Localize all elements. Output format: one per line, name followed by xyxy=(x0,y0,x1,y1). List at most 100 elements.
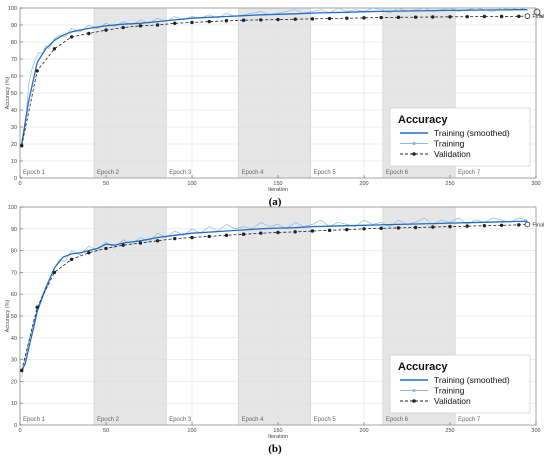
epoch-label: Epoch 1 xyxy=(23,170,46,176)
validation-point xyxy=(52,270,57,275)
caption-b: (b) xyxy=(268,443,282,455)
x-tick-label: 100 xyxy=(187,181,196,187)
validation-point xyxy=(69,257,74,262)
validation-point xyxy=(207,19,211,24)
epoch-label: Epoch 6 xyxy=(386,417,409,423)
x-tick-label: 100 xyxy=(187,428,196,434)
y-tick-label: 50 xyxy=(11,91,17,97)
validation-point xyxy=(87,31,91,36)
validation-point xyxy=(138,24,143,28)
y-tick-label: 0 xyxy=(14,176,17,182)
y-axis-label: Accuracy (%) xyxy=(5,76,11,109)
validation-point xyxy=(190,235,194,240)
final-label: Final xyxy=(532,222,544,228)
validation-point xyxy=(465,224,469,228)
validation-point xyxy=(173,21,177,25)
validation-point xyxy=(362,16,366,20)
validation-point xyxy=(482,14,487,19)
epoch-label: Epoch 1 xyxy=(23,417,46,423)
epoch-label: Epoch 4 xyxy=(241,170,264,176)
epoch-label: Epoch 2 xyxy=(97,417,120,423)
validation-point xyxy=(20,144,24,148)
epoch-label: Epoch 4 xyxy=(241,417,264,423)
x-tick-label: 250 xyxy=(445,181,454,187)
validation-point xyxy=(499,14,504,19)
caption-a: (a) xyxy=(269,196,282,208)
y-axis-label: Accuracy (%) xyxy=(5,299,11,332)
legend-entry: Training xyxy=(434,139,465,149)
legend-title: Accuracy xyxy=(398,114,448,126)
chart-panel-b: Epoch 1 Epoch 2 Epoch 3 Epoch 4 Epoch 5 Epoch… xyxy=(5,205,544,440)
legend-swatch-marker xyxy=(412,399,416,403)
validation-point xyxy=(396,15,401,20)
validation-point xyxy=(138,241,143,245)
legend-box xyxy=(389,107,531,167)
validation-point xyxy=(52,47,57,51)
y-tick-label: 40 xyxy=(11,108,17,114)
validation-point xyxy=(241,18,246,22)
y-tick-label: 30 xyxy=(11,125,17,131)
y-tick-label: 90 xyxy=(11,227,17,233)
y-tick-label: 90 xyxy=(11,23,17,29)
validation-point xyxy=(276,230,280,235)
x-tick-label: 200 xyxy=(359,181,368,187)
y-tick-label: 80 xyxy=(11,40,17,46)
epoch-label: Epoch 7 xyxy=(458,170,481,176)
x-tick-label: 250 xyxy=(445,428,454,434)
validation-point xyxy=(104,246,108,251)
epoch-label: Epoch 3 xyxy=(169,417,192,423)
chart-panel-a: Epoch 1 Epoch 2 Epoch 3 Epoch 4 Epoch 5 Epoch… xyxy=(5,6,544,193)
validation-point xyxy=(327,228,332,233)
epoch-label: Epoch 5 xyxy=(314,417,337,423)
legend-swatch-marker xyxy=(412,152,416,156)
validation-point xyxy=(345,227,349,232)
validation-point xyxy=(482,224,487,228)
validation-point xyxy=(224,19,229,23)
epoch-label: Epoch 7 xyxy=(458,417,481,423)
validation-point xyxy=(121,243,125,247)
legend-swatch-marker xyxy=(412,141,416,146)
validation-point xyxy=(293,17,297,21)
validation-point xyxy=(310,229,315,233)
validation-point xyxy=(517,14,521,19)
final-marker xyxy=(524,221,531,228)
epoch-label: Epoch 2 xyxy=(97,170,120,176)
x-tick-label: 150 xyxy=(273,428,282,434)
legend-entry: Validation xyxy=(434,396,471,406)
y-tick-label: 40 xyxy=(11,336,17,342)
validation-point xyxy=(448,224,452,229)
series-line xyxy=(21,220,528,371)
validation-point xyxy=(465,14,469,19)
validation-point xyxy=(379,15,383,20)
validation-point xyxy=(173,236,177,241)
validation-point xyxy=(155,239,160,243)
validation-point xyxy=(413,15,418,19)
validation-point xyxy=(413,225,418,230)
validation-point xyxy=(517,223,521,227)
series-line xyxy=(21,9,528,145)
legend-box xyxy=(389,354,531,414)
validation-point xyxy=(396,226,401,230)
y-tick-label: 20 xyxy=(11,379,17,385)
x-tick-label: 0 xyxy=(18,428,21,434)
epoch-label: Epoch 6 xyxy=(386,170,409,176)
legend-entry: Validation xyxy=(434,149,471,159)
y-tick-label: 20 xyxy=(11,142,17,148)
validation-point xyxy=(121,25,125,30)
validation-point xyxy=(20,368,24,373)
x-axis-label: Iteration xyxy=(268,434,288,440)
y-tick-label: 0 xyxy=(14,423,17,429)
validation-point xyxy=(224,233,229,238)
x-tick-label: 0 xyxy=(18,181,21,187)
x-tick-label: 300 xyxy=(531,428,540,434)
final-marker xyxy=(524,13,531,19)
validation-point xyxy=(293,230,297,234)
validation-point xyxy=(448,15,452,19)
y-tick-label: 100 xyxy=(8,205,17,211)
validation-point xyxy=(190,20,194,25)
validation-point xyxy=(35,69,39,73)
legend-title: Accuracy xyxy=(398,361,448,373)
zoom-icon[interactable] xyxy=(533,8,543,18)
y-tick-label: 80 xyxy=(11,249,17,255)
